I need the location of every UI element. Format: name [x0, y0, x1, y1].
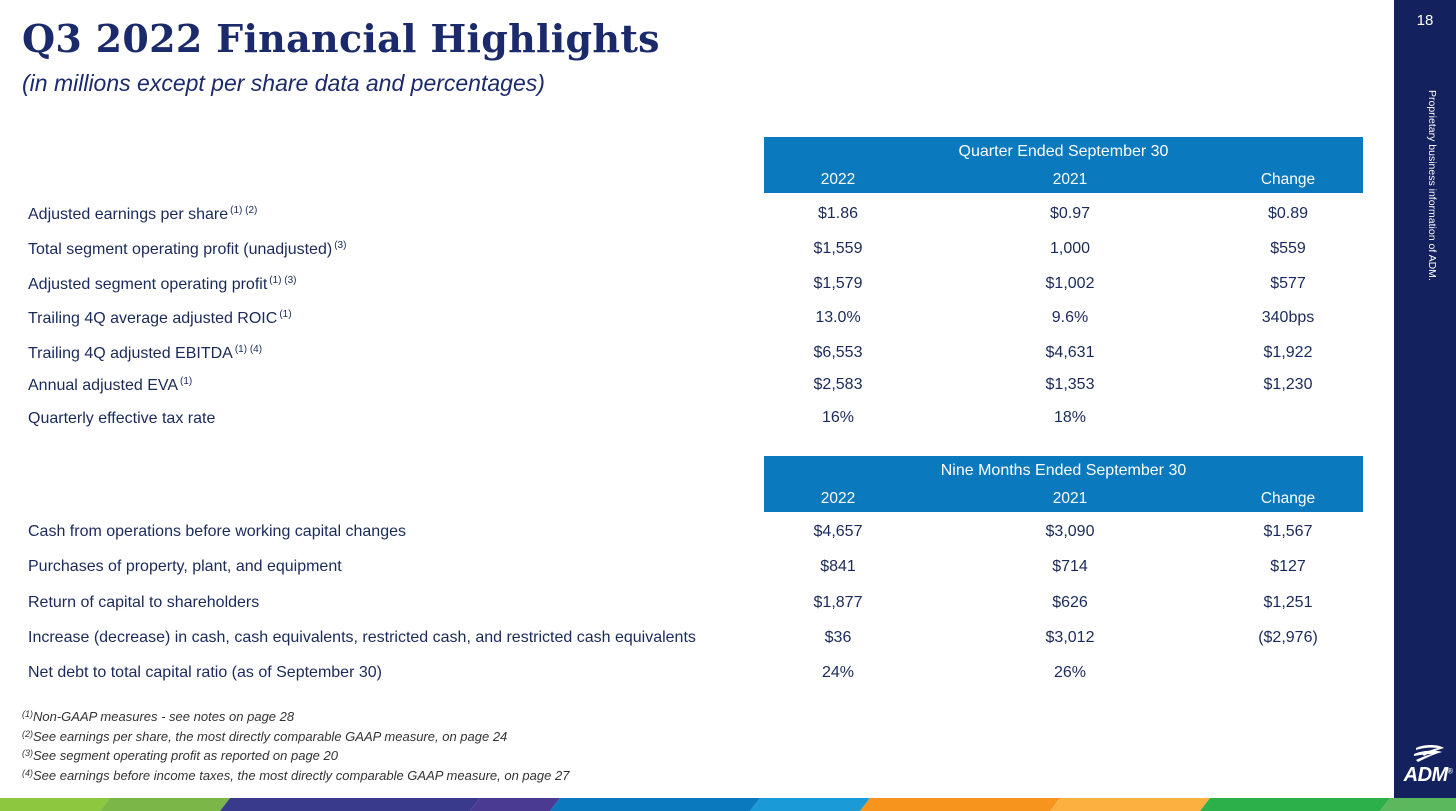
- value-change: $1,230: [1263, 376, 1313, 393]
- value-change: $127: [1270, 558, 1306, 575]
- value-2022: $4,657: [813, 523, 863, 540]
- page-number: 18: [1416, 12, 1434, 29]
- value-2021: 26%: [1053, 664, 1087, 681]
- value-change: ($2,976): [1258, 629, 1318, 646]
- table-row: Purchases of property, plant, and equipm…: [0, 558, 1394, 584]
- proprietary-note: Proprietary business information of ADM.: [1426, 90, 1438, 281]
- quarter-col-change: Change: [1260, 171, 1316, 188]
- value-2021: $0.97: [1049, 205, 1091, 222]
- table-row: Increase (decrease) in cash, cash equiva…: [0, 629, 1394, 655]
- page-title: Q3 2022 Financial Highlights: [22, 16, 660, 61]
- adm-logo-icon: [1414, 745, 1444, 762]
- row-label: Adjusted earnings per share (1) (2): [28, 205, 258, 223]
- value-2021: $626: [1052, 594, 1088, 611]
- value-2022: $1,579: [813, 275, 863, 292]
- table-row: Net debt to total capital ratio (as of S…: [0, 664, 1394, 690]
- row-label: Adjusted segment operating profit (1) (3): [28, 275, 297, 293]
- footnote: (1)Non-GAAP measures - see notes on page…: [22, 709, 295, 724]
- table-row: Quarterly effective tax rate 16% 18%: [0, 409, 1394, 435]
- value-2022: 16%: [821, 409, 855, 426]
- adm-logo-text: ADM®: [1403, 764, 1453, 786]
- value-2022: $841: [820, 558, 856, 575]
- value-2021: 18%: [1053, 409, 1087, 426]
- brand-color-band: [0, 798, 1456, 811]
- value-2021: $1,353: [1045, 376, 1095, 393]
- value-change: 340bps: [1261, 309, 1315, 326]
- table-row: Adjusted earnings per share (1) (2) $1.86…: [0, 205, 1394, 231]
- row-label: Increase (decrease) in cash, cash equiva…: [28, 629, 696, 646]
- row-label: Cash from operations before working capi…: [28, 523, 406, 540]
- value-2022: $6,553: [813, 344, 863, 361]
- value-2021: 1,000: [1049, 240, 1091, 257]
- table-row: Trailing 4Q average adjusted ROIC (1) 13.…: [0, 309, 1394, 335]
- value-change: $1,922: [1263, 344, 1313, 361]
- value-change: $577: [1270, 275, 1306, 292]
- footnote: (3)See segment operating profit as repor…: [22, 748, 338, 763]
- row-label: Annual adjusted EVA (1): [28, 376, 193, 394]
- value-2021: $714: [1052, 558, 1088, 575]
- value-2021: $3,012: [1045, 629, 1095, 646]
- value-2022: $1,559: [813, 240, 863, 257]
- row-label: Return of capital to shareholders: [28, 594, 260, 611]
- value-2022: $2,583: [813, 376, 863, 393]
- quarter-table-header: Quarter Ended September 30 2022 2021 Cha…: [764, 137, 1363, 193]
- value-change: $559: [1270, 240, 1306, 257]
- quarter-col-2022: 2022: [820, 171, 856, 188]
- value-2022: $1,877: [813, 594, 863, 611]
- row-label: Trailing 4Q average adjusted ROIC (1): [28, 309, 292, 327]
- nine-month-col-change: Change: [1260, 490, 1316, 507]
- table-row: Total segment operating profit (unadjust…: [0, 240, 1394, 266]
- value-2021: 9.6%: [1051, 309, 1089, 326]
- nine-month-col-2022: 2022: [820, 490, 856, 507]
- value-change: $0.89: [1267, 205, 1309, 222]
- value-2021: $4,631: [1045, 344, 1095, 361]
- table-row: Adjusted segment operating profit (1) (3)…: [0, 275, 1394, 301]
- row-label: Total segment operating profit (unadjust…: [28, 240, 347, 258]
- nine-month-table-header: Nine Months Ended September 30 2022 2021…: [764, 456, 1363, 512]
- row-label: Quarterly effective tax rate: [28, 410, 216, 427]
- nine-month-col-2021: 2021: [1052, 490, 1088, 507]
- table-row: Cash from operations before working capi…: [0, 523, 1394, 549]
- value-change: $1,567: [1263, 523, 1313, 540]
- value-change: $1,251: [1263, 594, 1313, 611]
- table-row: Trailing 4Q adjusted EBITDA (1) (4) $6,55…: [0, 344, 1394, 370]
- nine-month-period-label: Nine Months Ended September 30: [940, 462, 1187, 479]
- row-label: Trailing 4Q adjusted EBITDA (1) (4): [28, 344, 263, 362]
- footnote: (4)See earnings before income taxes, the…: [22, 767, 570, 783]
- quarter-col-2021: 2021: [1052, 171, 1088, 188]
- brand-sidebar: 18 Proprietary business information of A…: [1394, 0, 1456, 798]
- row-label: Purchases of property, plant, and equipm…: [28, 558, 342, 575]
- table-row: Annual adjusted EVA (1) $2,583 $1,353 $1,…: [0, 376, 1394, 402]
- row-label: Net debt to total capital ratio (as of S…: [28, 664, 382, 681]
- table-row: Return of capital to shareholders $1,877…: [0, 594, 1394, 620]
- footnotes: (1)Non-GAAP measures - see notes on page…: [22, 706, 569, 784]
- page-subtitle: (in millions except per share data and p…: [22, 70, 545, 96]
- value-2021: $3,090: [1045, 523, 1095, 540]
- value-2022: 13.0%: [815, 309, 861, 326]
- quarter-period-label: Quarter Ended September 30: [958, 143, 1169, 160]
- value-2021: $1,002: [1045, 275, 1095, 292]
- value-2022: 24%: [821, 664, 855, 681]
- footnote: (2)See earnings per share, the most dire…: [22, 728, 508, 744]
- value-2022: $36: [824, 629, 852, 646]
- value-2022: $1.86: [817, 205, 859, 222]
